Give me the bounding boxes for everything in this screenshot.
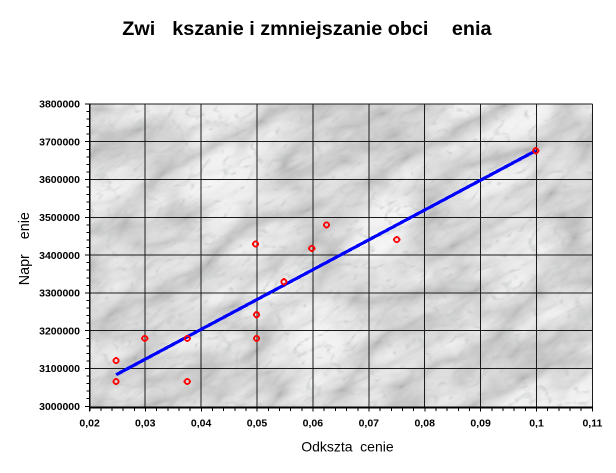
svg-text:0,06: 0,06 [303,417,324,429]
svg-text:3400000: 3400000 [39,250,80,262]
svg-text:3800000: 3800000 [39,99,80,111]
svg-text:0,11: 0,11 [582,417,602,429]
svg-text:3600000: 3600000 [39,174,80,186]
svg-text:3200000: 3200000 [39,325,80,337]
svg-text:3000000: 3000000 [39,401,80,413]
svg-text:3300000: 3300000 [39,288,80,300]
svg-text:3700000: 3700000 [39,136,80,148]
svg-text:3500000: 3500000 [39,212,80,224]
svg-text:0,05: 0,05 [247,417,268,429]
svg-text:0,1: 0,1 [529,417,544,429]
svg-text:0,08: 0,08 [414,417,435,429]
svg-text:0,09: 0,09 [470,417,491,429]
svg-text:0,04: 0,04 [191,417,212,429]
svg-text:0,02: 0,02 [79,417,100,429]
svg-text:0,03: 0,03 [135,417,156,429]
svg-text:3100000: 3100000 [39,363,80,375]
svg-text:0,07: 0,07 [359,417,380,429]
